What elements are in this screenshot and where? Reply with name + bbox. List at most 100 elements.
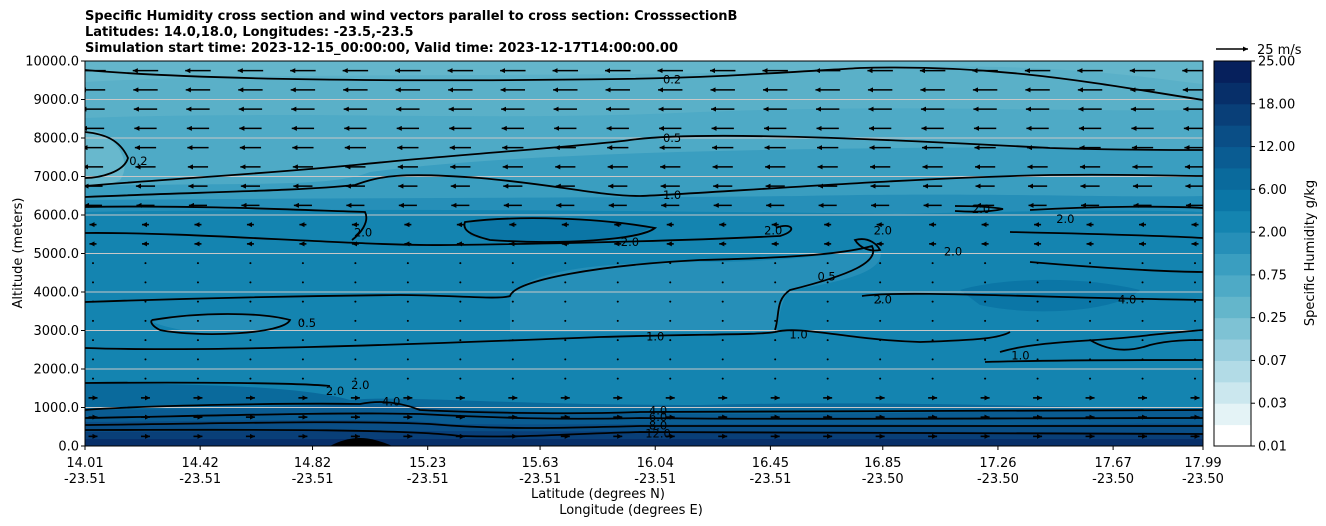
wind-vector bbox=[1194, 262, 1196, 265]
wind-vector bbox=[144, 358, 147, 361]
wind-vector bbox=[879, 262, 882, 265]
colorbar: 0.01 0.03 0.07 0.25 0.75 2.00 6.00 12.00 18.00 25… bbox=[1213, 55, 1295, 455]
wind-vector bbox=[1141, 377, 1144, 380]
wind-vector bbox=[511, 281, 514, 284]
wind-vector bbox=[616, 300, 619, 303]
wind-vector bbox=[1141, 262, 1144, 265]
colorbar-tick-label: 0.25 bbox=[1258, 311, 1287, 326]
colorbar-swatch bbox=[1214, 253, 1251, 276]
wind-vector bbox=[1194, 281, 1196, 284]
wind-vector bbox=[564, 300, 567, 303]
x-tick-label-lon: -23.51 bbox=[519, 472, 561, 487]
contour-label: 4.0 bbox=[649, 404, 667, 418]
wind-vector bbox=[669, 358, 672, 361]
wind-vector bbox=[931, 377, 934, 380]
wind-vector bbox=[826, 281, 829, 284]
x-tick-label-lat: 15.63 bbox=[521, 456, 558, 471]
wind-vector bbox=[1141, 358, 1144, 361]
wind-vector bbox=[984, 339, 987, 342]
contour-label: 1.0 bbox=[646, 329, 664, 343]
contour-label: 4.0 bbox=[382, 395, 400, 409]
wind-vector bbox=[826, 262, 829, 265]
contour-label: 0.2 bbox=[129, 154, 147, 168]
wind-vector bbox=[459, 281, 462, 284]
x-tick-label-lat: 17.67 bbox=[1095, 456, 1132, 471]
contour-label: 8.0 bbox=[649, 419, 667, 433]
x-axis: 14.01-23.5114.42-23.5114.82-23.5115.23-2… bbox=[64, 446, 1224, 487]
wind-vector bbox=[616, 262, 619, 265]
wind-vector bbox=[774, 319, 777, 322]
wind-vector bbox=[511, 377, 514, 380]
wind-vector bbox=[984, 377, 987, 380]
contour-1.0-mid bbox=[85, 329, 1011, 351]
colorbar-swatch bbox=[1214, 317, 1251, 340]
contour-label: 1.0 bbox=[1011, 349, 1029, 363]
chart-title: Specific Humidity cross section and wind… bbox=[85, 9, 737, 57]
wind-vectors bbox=[85, 68, 1203, 439]
x-tick-label-lon: -23.51 bbox=[749, 472, 791, 487]
wind-vector bbox=[1089, 300, 1092, 303]
x-tick-label-lat: 17.26 bbox=[979, 456, 1016, 471]
wind-vector bbox=[354, 339, 357, 342]
wind-vector bbox=[879, 339, 882, 342]
contour-2.0-b bbox=[85, 224, 793, 246]
y-tick-label: 4000.0 bbox=[34, 286, 80, 301]
wind-vector bbox=[249, 300, 252, 303]
wind-vector bbox=[459, 339, 462, 342]
wind-vector bbox=[984, 358, 987, 361]
x-tick-label-lon: -23.51 bbox=[179, 472, 221, 487]
x-tick-label-lat: 16.45 bbox=[752, 456, 789, 471]
colorbar-tick-label: 0.01 bbox=[1258, 440, 1287, 455]
wind-vector bbox=[1194, 319, 1196, 322]
x-tick-label-lat: 15.23 bbox=[409, 456, 446, 471]
contour-label: 2.0 bbox=[874, 293, 892, 307]
wind-vector bbox=[879, 281, 882, 284]
wind-vector bbox=[931, 281, 934, 284]
wind-vector bbox=[669, 319, 672, 322]
contour-2.0-g bbox=[861, 292, 1203, 301]
wind-vector bbox=[1036, 319, 1039, 322]
contour-1.0 bbox=[85, 173, 1203, 198]
wind-vector bbox=[669, 377, 672, 380]
colorbar-swatch bbox=[1214, 274, 1251, 297]
y-tick-label: 6000.0 bbox=[34, 209, 80, 224]
contour-label: 0.5 bbox=[663, 131, 681, 145]
contour-1.0-right bbox=[999, 329, 1203, 353]
wind-vector bbox=[92, 300, 94, 303]
wind-vector bbox=[406, 281, 409, 284]
contour-lines bbox=[85, 66, 1203, 438]
wind-vector bbox=[511, 358, 514, 361]
wind-vector bbox=[826, 339, 829, 342]
wind-vector bbox=[669, 281, 672, 284]
wind-vector bbox=[1036, 339, 1039, 342]
colorbar-tick-label: 25.00 bbox=[1258, 55, 1295, 70]
colorbar-label: Specific Humidity g/kg bbox=[1303, 180, 1318, 326]
wind-vector bbox=[196, 377, 199, 380]
wind-vector bbox=[879, 377, 882, 380]
wind-vector bbox=[196, 262, 199, 265]
contour-labels: 0.2 0.5 1.0 0.2 2.0 2.0 2.0 2.0 2.0 2.0 2.0 0.5 2.0 4… bbox=[129, 72, 1136, 440]
colorbar-swatch bbox=[1214, 167, 1251, 190]
x-tick-label-lat: 17.99 bbox=[1184, 456, 1221, 471]
colorbar-swatch bbox=[1214, 424, 1251, 447]
wind-vector bbox=[826, 377, 829, 380]
wind-vector bbox=[931, 339, 934, 342]
wind-vector bbox=[616, 358, 619, 361]
colorbar-tick-label: 12.00 bbox=[1258, 140, 1295, 155]
wind-vector bbox=[616, 377, 619, 380]
y-tick-label: 10000.0 bbox=[25, 55, 79, 70]
wind-vector bbox=[249, 377, 252, 380]
wind-vector bbox=[511, 319, 514, 322]
wind-vector bbox=[1036, 377, 1039, 380]
wind-vector bbox=[511, 262, 514, 265]
x-tick-label-lon: -23.51 bbox=[407, 472, 449, 487]
wind-vector bbox=[144, 281, 147, 284]
wind-vector bbox=[1194, 377, 1196, 380]
wind-vector bbox=[984, 300, 987, 303]
wind-vector bbox=[459, 377, 462, 380]
wind-vector bbox=[721, 358, 724, 361]
contour-4.0-low bbox=[85, 401, 1203, 415]
wind-vector bbox=[511, 300, 514, 303]
contour-label: 12.0 bbox=[645, 427, 671, 441]
wind-vector bbox=[144, 339, 147, 342]
